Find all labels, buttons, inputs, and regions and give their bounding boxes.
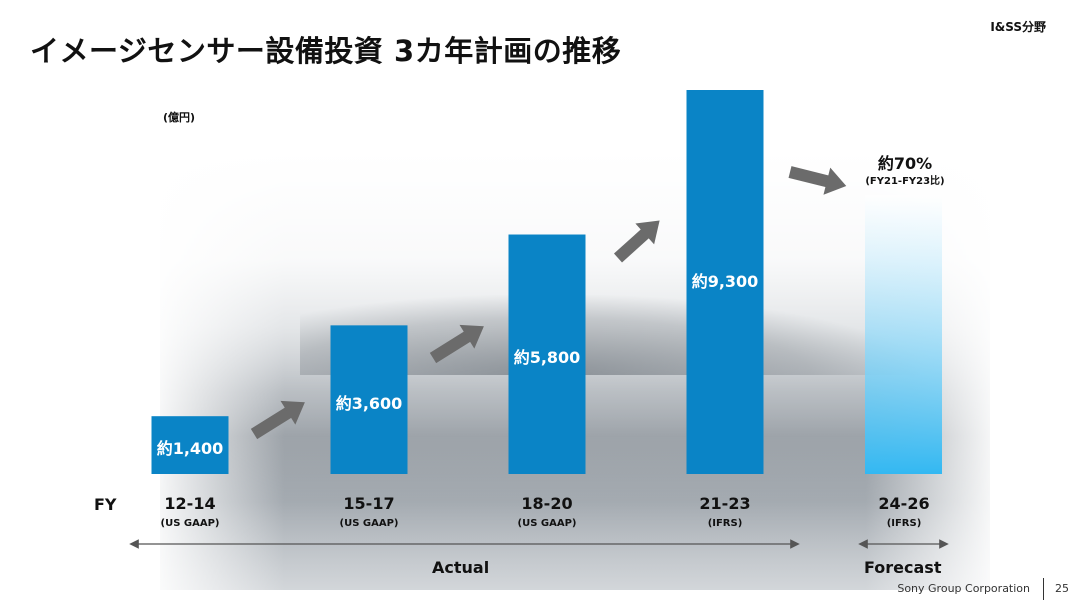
unit-label: (億円): [163, 111, 196, 124]
bar-forecast-24-26: [865, 195, 942, 474]
page-number: 25: [1055, 582, 1069, 595]
bar-21-23: [686, 90, 764, 474]
bar-value-label: 約3,600: [335, 393, 403, 413]
fy-tick-label: 18-20: [521, 494, 573, 513]
bar-18-20: [508, 234, 586, 474]
bar-12-14: [151, 416, 229, 474]
bar-15-17: [330, 325, 408, 474]
fy-axis-label: FY: [94, 495, 117, 514]
fy-tick-label: 12-14: [164, 494, 216, 513]
growth-arrow-1: [250, 400, 305, 440]
slide-title: イメージセンサー設備投資 3カ年計画の推移: [30, 34, 622, 68]
fy-tick-label: 15-17: [343, 494, 395, 513]
bar-value-label: 約9,300: [691, 272, 759, 291]
accounting-standard-label: (US GAAP): [339, 518, 399, 529]
bar-value-label: 約5,800: [513, 348, 581, 368]
accounting-standard-label: (IFRS): [886, 518, 922, 529]
forecast-change-note: (FY21-FY23比): [865, 176, 945, 187]
forecast-label: Forecast: [864, 558, 942, 577]
growth-arrow-3: [613, 220, 660, 263]
growth-arrow-4: [788, 166, 847, 195]
fy-tick-label: 21-23: [699, 494, 751, 513]
accounting-standard-label: (IFRS): [707, 518, 743, 529]
accounting-standard-label: (US GAAP): [160, 518, 220, 529]
footer-divider: [1043, 578, 1044, 600]
segment-label: I&SS分野: [990, 20, 1046, 34]
accounting-standard-label: (US GAAP): [517, 518, 577, 529]
growth-arrow-2: [429, 324, 484, 364]
fy-tick-label: 24-26: [878, 494, 930, 513]
bar-value-label: 約1,400: [156, 439, 224, 459]
actual-label: Actual: [432, 558, 490, 577]
forecast-change-label: 約70%: [877, 154, 933, 173]
footer-company: Sony Group Corporation: [897, 582, 1030, 595]
